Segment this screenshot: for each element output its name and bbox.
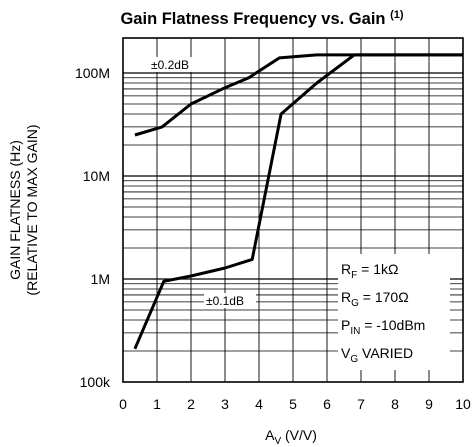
x-tick-label: 6 <box>323 396 331 412</box>
x-tick-label: 8 <box>391 396 399 412</box>
condition-vg: VG VARIED <box>341 345 413 365</box>
y-tick-label: 100M <box>75 65 110 81</box>
series-group: ±0.2dB ±0.1dB <box>133 53 463 350</box>
x-tick-label: 5 <box>289 396 297 412</box>
series-label-0p1db: ±0.1dB <box>206 294 244 308</box>
x-tick-label: 3 <box>221 396 229 412</box>
y-axis-label-line1: GAIN FLATNESS (Hz) <box>7 140 23 280</box>
series-label-bg <box>149 57 196 72</box>
x-tick-label: 0 <box>119 396 127 412</box>
x-tick-label: 1 <box>153 396 161 412</box>
y-tick-label: 10M <box>83 168 110 184</box>
x-tick-label: 10 <box>455 396 471 412</box>
y-tick-label: 100k <box>80 374 111 390</box>
series-line-0p1db <box>133 53 463 350</box>
series-line-0p2db <box>134 53 463 137</box>
x-tick-label: 4 <box>255 396 263 412</box>
series-label-0p2db: ±0.2dB <box>151 58 189 72</box>
annotation-group: RF = 1kΩ RG = 170Ω PIN = -10dBm VG VARIED <box>338 254 450 370</box>
x-axis-label: AV (V/V) <box>265 427 317 447</box>
chart-title-superscript: (1) <box>390 9 404 21</box>
x-tick-label: 2 <box>187 396 195 412</box>
condition-rf: RF = 1kΩ <box>341 261 398 281</box>
x-tick-label: 9 <box>425 396 433 412</box>
tick-labels: 0 1 2 3 4 5 6 7 8 9 10 100k 1M 10M 100M <box>75 65 471 412</box>
condition-pin: PIN = -10dBm <box>341 317 425 337</box>
condition-rg: RG = 170Ω <box>341 289 409 309</box>
conditions-box-bg <box>338 254 450 370</box>
series-label-bg <box>204 293 256 308</box>
chart-title: Gain Flatness Frequency vs. Gain (1) <box>120 9 403 28</box>
y-axis-label-line2: (RELATIVE TO MAX GAIN) <box>24 124 40 295</box>
y-tick-label: 1M <box>91 271 110 287</box>
x-tick-label: 7 <box>357 396 365 412</box>
